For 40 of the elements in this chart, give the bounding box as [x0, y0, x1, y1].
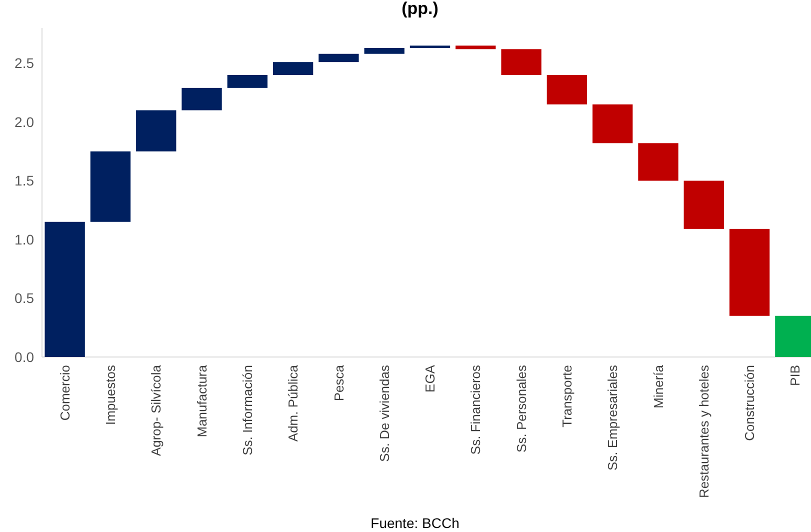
x-tick-label: Construcción — [742, 365, 758, 441]
bar — [44, 222, 85, 357]
bar — [729, 228, 770, 316]
x-tick-label: PIB — [788, 365, 803, 386]
x-tick-label: Pesca — [331, 364, 346, 402]
y-tick-label: 0.0 — [14, 348, 34, 365]
x-tick-label: EGA — [422, 364, 438, 392]
x-tick-label: Manufactura — [194, 364, 210, 438]
x-tick-label: Ss. De viviendas — [376, 364, 392, 462]
bar — [90, 151, 131, 222]
bar — [272, 62, 314, 75]
bar — [227, 75, 268, 88]
bar — [136, 110, 176, 152]
y-tick-label: 2.5 — [14, 55, 34, 72]
x-tick-label: Transporte — [559, 365, 574, 428]
x-tick-label: Adm. Pública — [286, 364, 301, 442]
bar — [182, 88, 222, 110]
source-note: Fuente: BCCh — [370, 515, 460, 531]
bar — [456, 46, 496, 50]
x-tick-label: Ss. Personales — [514, 364, 529, 452]
bar — [546, 75, 588, 104]
x-tick-label: Minería — [650, 364, 666, 408]
chart-title: (pp.) — [402, 0, 438, 18]
x-tick-label: Ss. Información — [240, 365, 255, 456]
y-tick-label: 2.0 — [14, 114, 34, 130]
x-tick-label: Ss. Empresariales — [605, 364, 620, 470]
bar — [684, 180, 724, 229]
x-tick-label: Ss. Financieros — [468, 364, 484, 455]
y-tick-label: 1.5 — [14, 172, 34, 189]
bar — [318, 54, 359, 62]
bar — [592, 104, 633, 144]
x-tick-label: Impuestos — [103, 364, 118, 425]
x-tick-label: Agrop- Silvícola — [148, 364, 164, 456]
x-tick-label: Restaurantes y hoteles — [696, 364, 712, 498]
bar — [364, 48, 404, 54]
bar — [638, 143, 678, 181]
y-tick-label: 1.0 — [14, 231, 34, 248]
x-tick-label: Comercio — [57, 365, 72, 421]
bar — [501, 49, 542, 75]
y-tick-label: 0.5 — [14, 290, 34, 306]
